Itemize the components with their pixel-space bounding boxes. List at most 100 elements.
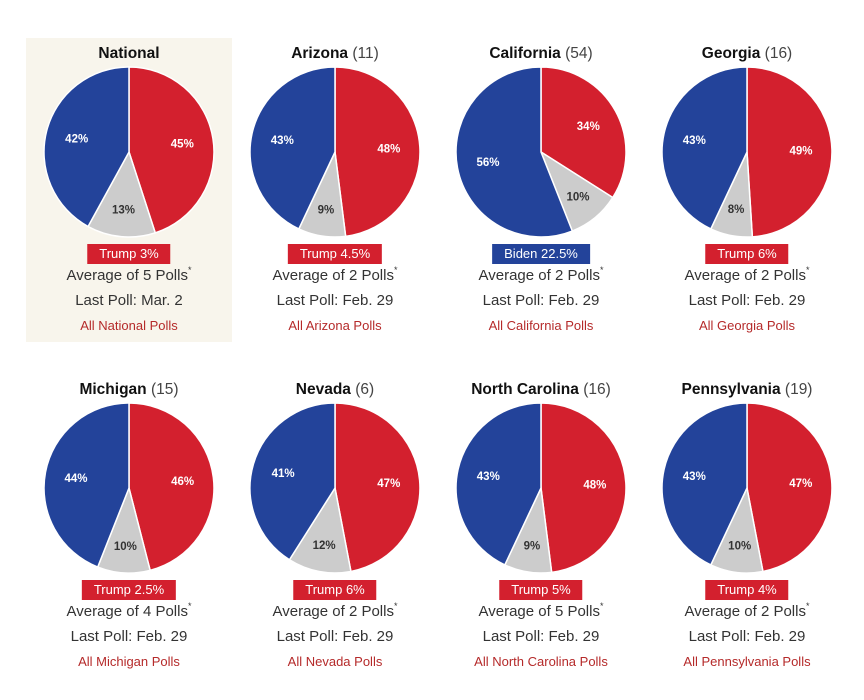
- all-polls-link-nevada[interactable]: All Nevada Polls: [287, 654, 383, 669]
- pie-slice-other: [288, 485, 352, 574]
- average-polls: Average of 2 Polls*: [232, 265, 438, 285]
- average-polls-text: Average of 2 Polls: [272, 267, 394, 284]
- state-title: Arizona (11): [232, 45, 438, 63]
- slice-label-biden: 41%: [272, 468, 295, 480]
- pie-slice-biden: [661, 402, 748, 566]
- slice-label-trump: 48%: [583, 480, 606, 492]
- pie-slice-biden: [455, 66, 574, 238]
- last-poll-date: Last Poll: Feb. 29: [688, 628, 806, 645]
- state-title: Pennsylvania (19): [644, 381, 850, 399]
- poll-grid: National 45% 13% 42% Trump 3% Average of 5 Po…: [26, 38, 850, 678]
- all-polls-link-california[interactable]: All California Polls: [488, 318, 594, 333]
- average-polls: Average of 2 Polls*: [644, 602, 850, 621]
- slice-label-other: 10%: [728, 541, 751, 553]
- electoral-votes: (11): [352, 45, 379, 62]
- slice-label-other: 10%: [114, 541, 137, 553]
- last-poll-date: Last Poll: Mar. 2: [75, 292, 183, 309]
- average-polls-text: Average of 5 Polls: [66, 267, 188, 284]
- electoral-votes: (19): [784, 381, 813, 398]
- leader-badge: Biden 22.5%: [492, 244, 590, 264]
- poll-card-national: National 45% 13% 42% Trump 3% Average of 5 Po…: [26, 38, 232, 342]
- state-name: California: [489, 45, 561, 62]
- last-poll-date: Last Poll: Feb. 29: [276, 292, 394, 309]
- average-polls-text: Average of 5 Polls: [478, 603, 600, 620]
- poll-card-nevada: Nevada (6) 47% 12% 41% Trump 6% Average of 2 …: [232, 374, 438, 678]
- average-footnote-mark: *: [393, 601, 398, 611]
- all-polls-link-pennsylvania[interactable]: All Pennsylvania Polls: [683, 654, 811, 669]
- pie-slice-biden: [249, 66, 336, 230]
- slice-label-trump: 34%: [577, 121, 600, 133]
- pie-slice-biden: [43, 66, 130, 228]
- electoral-votes: (54): [565, 45, 593, 62]
- last-poll-date: Last Poll: Feb. 29: [70, 628, 188, 645]
- pie-slice-biden: [249, 402, 336, 561]
- average-footnote-mark: *: [187, 265, 192, 275]
- average-polls-text: Average of 2 Polls: [684, 267, 806, 284]
- average-footnote-mark: *: [393, 265, 398, 275]
- state-name: Pennsylvania: [681, 381, 781, 398]
- poll-card-arizona: Arizona (11) 48% 9% 43% Trump 4.5% Average of…: [232, 38, 438, 342]
- electoral-votes: (6): [355, 381, 375, 398]
- pie-slice-trump: [128, 66, 215, 234]
- state-title: Michigan (15): [26, 381, 232, 399]
- slice-label-biden: 43%: [683, 135, 706, 147]
- pie-slice-trump: [540, 402, 627, 574]
- leader-badge: Trump 4%: [705, 580, 789, 600]
- pie-chart-north-carolina: 48% 9% 43%: [455, 402, 627, 574]
- poll-card-michigan: Michigan (15) 46% 10% 44% Trump 2.5% Average …: [26, 374, 232, 678]
- state-title: North Carolina (16): [438, 381, 644, 399]
- average-polls: Average of 2 Polls*: [438, 266, 644, 285]
- slice-label-other: 12%: [313, 540, 336, 552]
- leader-badge: Trump 6%: [705, 244, 789, 264]
- all-polls-link-arizona[interactable]: All Arizona Polls: [288, 318, 382, 333]
- all-polls-link-michigan[interactable]: All Michigan Polls: [78, 654, 180, 669]
- state-name: Georgia: [701, 45, 761, 62]
- leader-badge: Trump 2.5%: [81, 580, 177, 600]
- state-name: Michigan: [79, 381, 147, 398]
- pie-chart-georgia: 49% 8% 43%: [661, 66, 833, 238]
- average-polls-text: Average of 2 Polls: [684, 603, 806, 620]
- pie-slice-biden: [455, 402, 542, 566]
- pie-slice-trump: [334, 66, 421, 238]
- all-polls-link-north-carolina[interactable]: All North Carolina Polls: [474, 654, 608, 669]
- last-poll-date: Last Poll: Feb. 29: [276, 628, 394, 645]
- average-polls: Average of 5 Polls*: [438, 601, 644, 621]
- slice-label-other: 9%: [318, 204, 335, 216]
- all-polls-link-national[interactable]: All National Polls: [80, 318, 178, 333]
- pie-chart-arizona: 48% 9% 43%: [249, 66, 421, 238]
- pie-chart-nevada: 47% 12% 41%: [249, 402, 421, 574]
- leader-badge: Trump 4.5%: [287, 244, 383, 264]
- pie-chart-california: 34% 10% 56%: [455, 66, 627, 238]
- electoral-votes: (15): [150, 381, 179, 398]
- state-title: Nevada (6): [232, 381, 438, 399]
- slice-label-biden: 56%: [476, 157, 499, 169]
- pie-slice-biden: [43, 402, 130, 569]
- leader-badge: Trump 5%: [499, 580, 583, 600]
- pie-slice-trump: [746, 402, 833, 573]
- slice-label-biden: 43%: [271, 135, 294, 147]
- slice-label-trump: 45%: [171, 139, 194, 151]
- average-polls: Average of 2 Polls*: [232, 601, 438, 621]
- state-name: Arizona: [291, 45, 349, 62]
- slice-label-trump: 47%: [377, 478, 400, 490]
- slice-label-biden: 44%: [64, 473, 87, 485]
- state-name: National: [98, 45, 160, 62]
- state-title: National: [26, 45, 232, 63]
- slice-label-other: 8%: [728, 204, 745, 216]
- last-poll-date: Last Poll: Feb. 29: [688, 292, 806, 309]
- slice-label-trump: 49%: [789, 145, 812, 157]
- slice-label-other: 9%: [524, 540, 541, 552]
- slice-label-other: 10%: [566, 192, 589, 204]
- average-polls-text: Average of 2 Polls: [478, 267, 600, 284]
- average-footnote-mark: *: [599, 601, 604, 611]
- average-footnote-mark: *: [187, 601, 192, 611]
- poll-card-north-carolina: North Carolina (16) 48% 9% 43% Trump 5% Avera…: [438, 374, 644, 678]
- slice-label-biden: 43%: [477, 471, 500, 483]
- slice-label-biden: 42%: [65, 134, 88, 146]
- pie-slice-trump: [746, 66, 833, 238]
- poll-card-california: California (54) 34% 10% 56% Biden 22.5% Avera…: [438, 38, 644, 342]
- average-polls: Average of 4 Polls*: [26, 601, 232, 621]
- pie-chart-pennsylvania: 47% 10% 43%: [661, 402, 833, 574]
- all-polls-link-georgia[interactable]: All Georgia Polls: [698, 318, 796, 333]
- average-polls: Average of 2 Polls*: [644, 266, 850, 285]
